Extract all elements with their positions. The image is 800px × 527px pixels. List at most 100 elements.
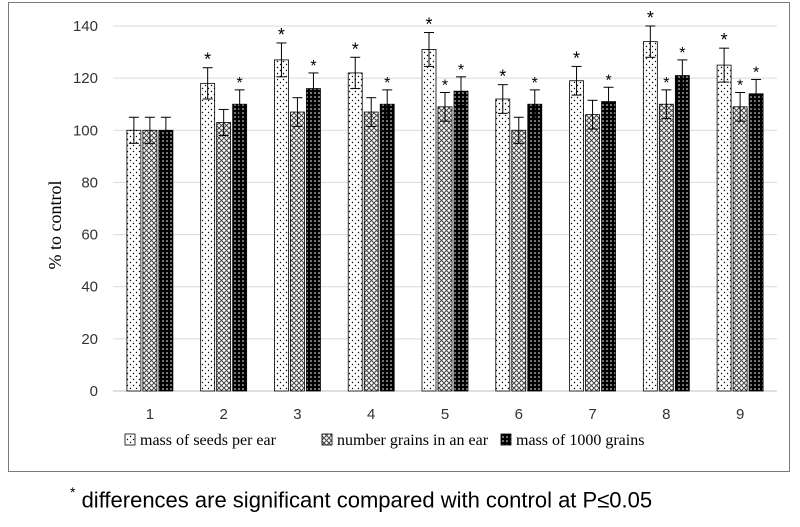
bar (511, 129, 527, 392)
y-tick-label: 100 (73, 122, 98, 139)
bar (290, 111, 305, 392)
y-tick-label: 40 (81, 279, 98, 296)
bar (674, 75, 690, 392)
y-tick-label: 20 (81, 331, 98, 348)
error-bar (603, 86, 614, 117)
error-bar (218, 108, 229, 136)
error-bar (202, 67, 213, 100)
bar (453, 90, 469, 392)
bar (642, 41, 658, 392)
legend-swatch (500, 433, 512, 446)
bar-chart: 0 20 40 60 80 100 120 140 * * * * * * * * * * * * * * * * * * * 1… (45, 8, 777, 449)
significance-star: * (204, 50, 211, 70)
error-bar (719, 47, 730, 83)
significance-star: * (663, 75, 669, 92)
legend-label: mass of seeds per ear (140, 432, 277, 449)
y-tick-label: 120 (73, 70, 98, 87)
bar (306, 88, 321, 392)
bar (216, 122, 232, 392)
legend-swatch (124, 433, 136, 446)
bar (569, 80, 584, 392)
error-bar (350, 56, 361, 90)
x-tick-label: 7 (588, 406, 596, 423)
chart-frame: 0 20 40 60 80 100 120 140 * * * * * * * * * * * * * * * * * * * 1… (8, 2, 790, 472)
footnote-text: differences are significant compared wit… (75, 487, 653, 513)
significance-star: * (721, 30, 728, 50)
significance-star: * (737, 77, 743, 94)
footnote-marker: * (70, 484, 76, 500)
error-bar (513, 116, 524, 144)
significance-star: * (647, 8, 654, 28)
x-tick-labels: 1 2 3 4 5 6 7 8 9 (146, 406, 745, 423)
x-tick-label: 4 (367, 406, 375, 423)
x-tick-label: 6 (515, 406, 523, 423)
error-bar (751, 78, 762, 109)
significance-star: * (237, 75, 243, 92)
bar (200, 82, 216, 392)
x-tick-label: 8 (662, 406, 670, 423)
significance-star: * (573, 48, 580, 68)
y-tick-labels: 0 20 40 60 80 100 120 140 (73, 18, 98, 400)
significance-star: * (532, 75, 538, 92)
error-bar (160, 116, 171, 144)
y-tick-label: 60 (81, 227, 98, 244)
error-bar (308, 72, 319, 105)
x-tick-label: 1 (146, 406, 154, 423)
significance-star: * (679, 45, 685, 62)
bar (274, 59, 289, 392)
legend: mass of seeds per ear number grains in an… (124, 432, 644, 449)
legend-label: number grains in an ear (337, 432, 489, 449)
error-bar (456, 76, 466, 107)
bar (732, 106, 748, 392)
bar (126, 129, 142, 392)
footnote: * differences are significant compared w… (70, 484, 770, 522)
x-tick-label: 2 (219, 406, 227, 423)
bar (158, 129, 174, 392)
bar (527, 103, 543, 392)
error-bar (735, 91, 746, 122)
error-bar (497, 84, 508, 114)
error-bar (276, 42, 287, 78)
error-bar (128, 116, 139, 144)
bars: * * * * * * * * * * * * * * * * * * * (126, 8, 764, 392)
bar (748, 93, 764, 392)
bar (142, 129, 158, 392)
y-tick-label: 140 (73, 18, 98, 35)
error-bar (645, 25, 656, 58)
error-bar (382, 89, 393, 120)
x-tick-label: 3 (293, 406, 301, 423)
bar (658, 103, 674, 392)
y-tick-label: 0 (90, 383, 98, 400)
error-bar (424, 32, 434, 67)
bar (232, 103, 248, 392)
bar (363, 111, 379, 392)
significance-star: * (310, 58, 316, 75)
x-tick-label: 5 (441, 406, 449, 423)
significance-star: * (278, 25, 285, 45)
legend-swatch (321, 433, 333, 446)
significance-star: * (499, 67, 506, 87)
error-bar (587, 99, 598, 130)
error-bar (292, 97, 303, 127)
bar (347, 72, 363, 392)
significance-star: * (605, 72, 611, 89)
error-bar (529, 89, 540, 120)
error-bar (234, 89, 245, 120)
bar (585, 114, 600, 392)
error-bar (144, 116, 155, 144)
legend-label: mass of 1000 grains (516, 432, 644, 449)
error-bar (571, 65, 582, 96)
bar (379, 103, 395, 392)
y-axis-title: % to control (45, 181, 65, 270)
error-bar (677, 59, 688, 92)
significance-star: * (352, 39, 359, 59)
significance-star: * (442, 77, 448, 94)
significance-star: * (753, 64, 759, 81)
bar (495, 98, 511, 392)
x-tick-label: 9 (736, 406, 744, 423)
bar (601, 101, 616, 392)
significance-star: * (425, 15, 432, 35)
bar (437, 106, 453, 392)
significance-star: * (384, 75, 390, 92)
significance-star: * (458, 62, 464, 79)
